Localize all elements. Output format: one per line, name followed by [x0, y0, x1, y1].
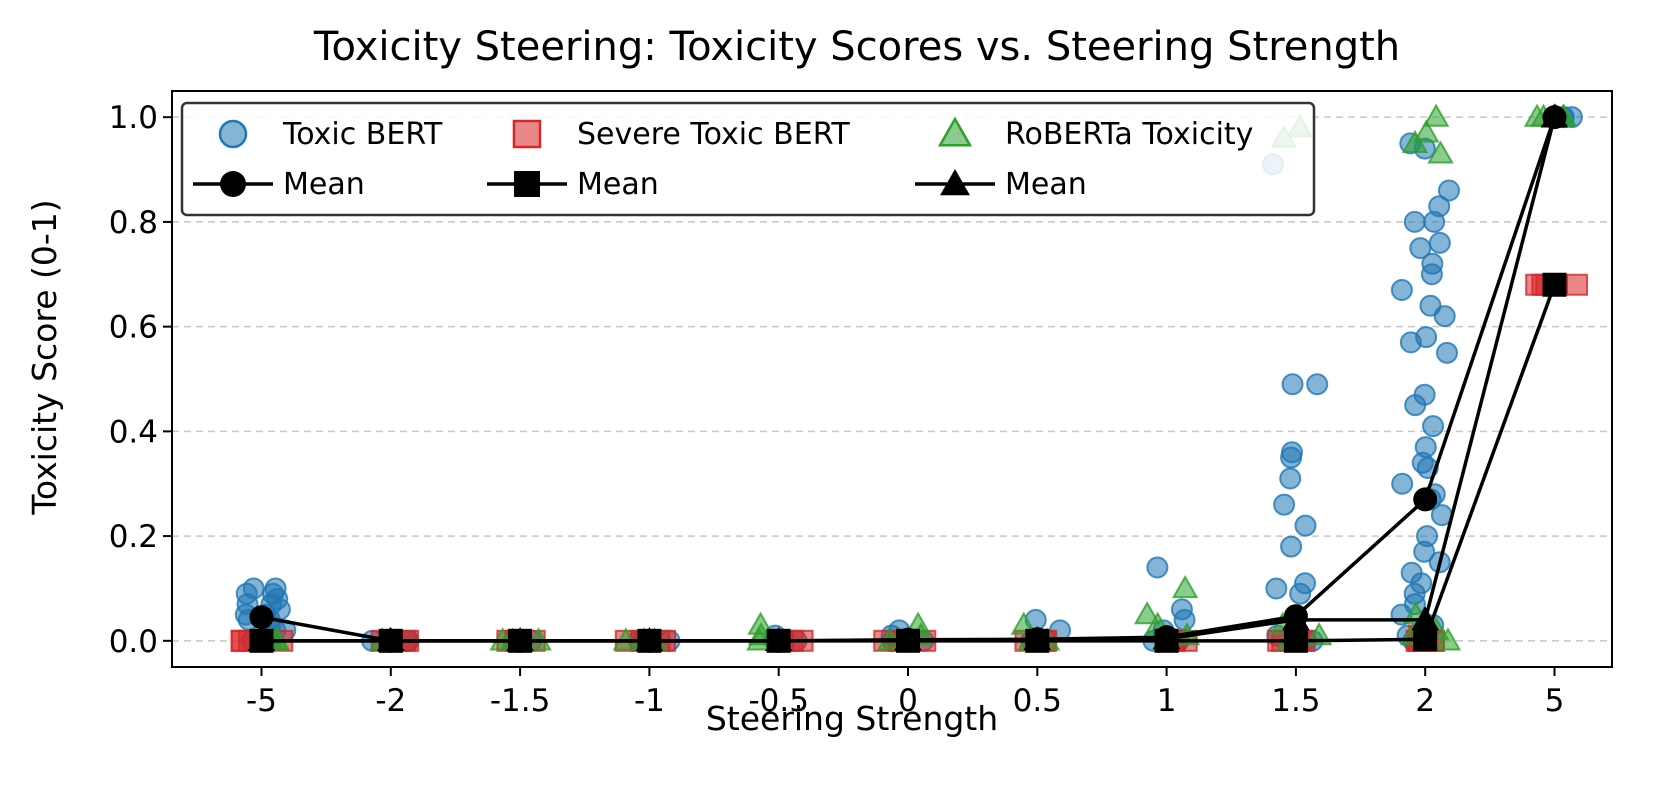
legend-marker: [514, 171, 540, 197]
data-point: [1273, 493, 1296, 516]
data-point: [1437, 179, 1460, 202]
data-point: [1280, 535, 1303, 558]
legend-marker: [937, 116, 973, 147]
x-tick-label: -1.5: [490, 683, 551, 719]
legend-box: [180, 101, 1316, 217]
x-axis: -5 -2 -1.5 -1 -0.5 0 0.5 1 1.5 2 5: [246, 667, 1564, 719]
data-point: [1427, 140, 1454, 164]
mean-marker: [1023, 625, 1052, 651]
mean-marker: [1283, 628, 1308, 653]
data-point: [1416, 525, 1439, 548]
data-point: [1281, 373, 1304, 396]
data-point: [1403, 210, 1426, 233]
y-tick-label: 0.6: [109, 310, 158, 346]
mean-marker: [249, 605, 274, 630]
data-point: [1010, 611, 1038, 635]
data-point: [1422, 415, 1445, 438]
legend-marker: [218, 119, 248, 149]
x-tick-label: -2: [375, 683, 406, 719]
data-point: [1146, 556, 1169, 579]
data-point: [1171, 574, 1199, 599]
data-point: [1414, 436, 1437, 459]
data-point: [1391, 472, 1414, 495]
data-point: [236, 593, 259, 616]
mean-marker: [1411, 606, 1439, 631]
y-tick-label: 0.4: [109, 414, 158, 450]
y-tick-label: 0.0: [109, 624, 158, 660]
data-point: [1413, 383, 1436, 406]
data-point: [1133, 601, 1161, 625]
data-point: [1390, 278, 1413, 301]
y-tick-label: 0.8: [109, 205, 158, 241]
mean-marker: [764, 627, 793, 652]
chart-title: Toxicity Steering: Toxicity Scores vs. S…: [313, 24, 1400, 70]
legend-marker: [512, 119, 542, 149]
x-tick-label: -5: [246, 683, 277, 719]
legend-label: Mean: [1005, 167, 1087, 202]
x-tick-label: 0.5: [1013, 683, 1062, 719]
mean-marker: [894, 626, 922, 651]
mean-marker: [635, 627, 664, 652]
legend-label: Mean: [577, 167, 659, 202]
data-point: [1428, 195, 1451, 218]
legend-label: Severe Toxic BERT: [577, 117, 850, 152]
legend-label: Toxic BERT: [282, 117, 443, 152]
data-point: [747, 611, 774, 635]
mean-marker: [1413, 627, 1438, 652]
plot-area-frame: [171, 90, 1613, 668]
x-tick-label: 2: [1415, 683, 1435, 719]
legend-marker: [940, 169, 970, 196]
data-point: [1566, 273, 1589, 296]
mean-marker: [247, 627, 276, 652]
mean-marker: [1413, 487, 1438, 512]
legend-marker: [220, 171, 246, 197]
data-point: [1294, 514, 1317, 537]
mean-marker: [1282, 606, 1310, 631]
data-point: [1428, 231, 1451, 254]
mean-lines: [247, 103, 1569, 653]
data-point: [1294, 572, 1317, 595]
mean-marker: [377, 627, 405, 652]
y-tick-label: 0.2: [109, 519, 158, 555]
data-point: [1265, 577, 1288, 600]
y-axis: 0.0 0.2 0.4 0.6 0.8 1.0: [109, 100, 172, 660]
legend-label: Mean: [283, 167, 365, 202]
data-point: [1170, 598, 1193, 621]
y-axis-label: Toxicity Score (0-1): [25, 199, 64, 515]
data-point: [1415, 326, 1438, 349]
data-point: [1280, 441, 1303, 464]
data-point: [1419, 294, 1442, 317]
data-point: [1422, 103, 1450, 127]
data-point: [1436, 341, 1459, 364]
legend: Toxic BERT Severe Toxic BERT RoBERTa Toxic…: [180, 101, 1316, 217]
x-tick-label: 1: [1157, 683, 1177, 719]
data-point: [1421, 252, 1444, 275]
y-tick-label: 1.0: [109, 100, 158, 136]
data-point: [1400, 561, 1423, 584]
data-point: [264, 577, 287, 600]
legend-label: RoBERTa Toxicity: [1005, 117, 1253, 152]
mean-marker: [1152, 624, 1181, 650]
mean-marker: [1540, 103, 1569, 128]
data-point: [1306, 373, 1329, 396]
mean-marker: [506, 627, 534, 652]
data-point: [1409, 237, 1432, 260]
x-tick-label: 0: [898, 683, 918, 719]
x-axis-label: Steering Strength: [706, 699, 998, 738]
data-point: [1279, 467, 1302, 490]
data-point: [1413, 119, 1440, 143]
x-tick-label: 5: [1545, 683, 1565, 719]
x-tick-label: -1: [634, 683, 665, 719]
x-tick-label: 1.5: [1271, 683, 1320, 719]
x-tick-label: -0.5: [748, 683, 809, 719]
mean-marker: [1542, 272, 1567, 297]
